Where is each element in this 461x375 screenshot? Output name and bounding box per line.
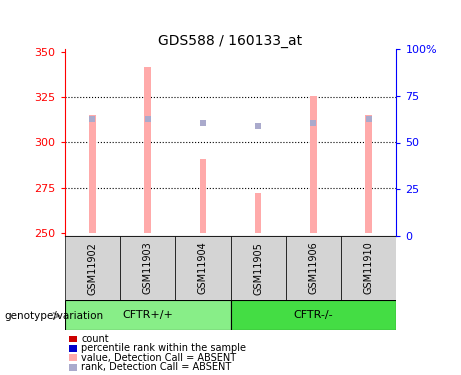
Bar xyxy=(65,300,230,330)
Bar xyxy=(366,116,372,232)
Text: percentile rank within the sample: percentile rank within the sample xyxy=(81,344,246,353)
Bar xyxy=(175,236,230,300)
Text: rank, Detection Call = ABSENT: rank, Detection Call = ABSENT xyxy=(81,362,231,372)
Bar xyxy=(341,236,396,300)
Text: GSM11903: GSM11903 xyxy=(142,242,153,294)
Text: count: count xyxy=(81,334,109,344)
Bar xyxy=(200,159,206,232)
Bar xyxy=(230,300,396,330)
Title: GDS588 / 160133_at: GDS588 / 160133_at xyxy=(159,34,302,48)
Text: value, Detection Call = ABSENT: value, Detection Call = ABSENT xyxy=(81,353,236,363)
Bar xyxy=(310,96,317,232)
Bar xyxy=(286,236,341,300)
Bar xyxy=(89,116,95,232)
Text: GSM11902: GSM11902 xyxy=(87,242,97,295)
Text: CFTR+/+: CFTR+/+ xyxy=(122,310,173,320)
Bar xyxy=(65,236,120,300)
Bar xyxy=(230,236,286,300)
Bar xyxy=(120,236,175,300)
Text: genotype/variation: genotype/variation xyxy=(5,311,104,321)
Text: GSM11904: GSM11904 xyxy=(198,242,208,294)
Bar xyxy=(255,193,261,232)
Text: CFTR-/-: CFTR-/- xyxy=(294,310,333,320)
Text: GSM11906: GSM11906 xyxy=(308,242,319,294)
Bar xyxy=(144,67,151,232)
Text: GSM11910: GSM11910 xyxy=(364,242,374,294)
Text: GSM11905: GSM11905 xyxy=(253,242,263,295)
